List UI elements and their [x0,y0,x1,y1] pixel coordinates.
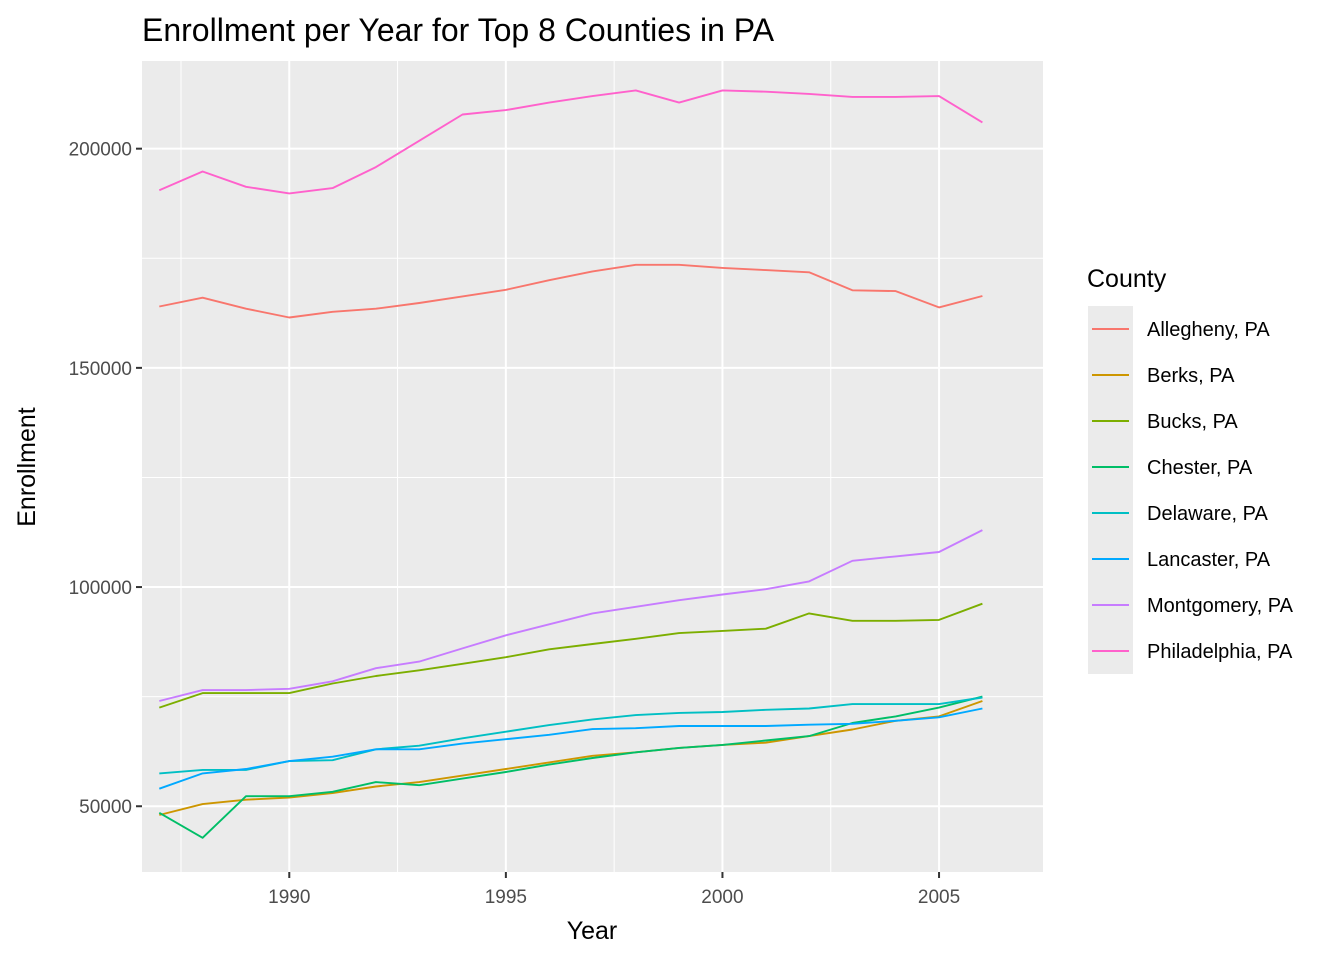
x-axis-title: Year [567,917,618,945]
legend: County Allegheny, PA Berks, PA Bucks, PA Ch… [1087,265,1294,674]
y-tick-label: 100000 [69,578,132,599]
y-tick-label: 200000 [69,140,132,161]
series-line-2 [158,602,983,709]
x-tick-label: 2005 [918,887,960,908]
series-line-5 [158,707,983,790]
legend-title: County [1087,265,1167,293]
legend-label-5: Lancaster, PA [1147,549,1271,571]
series-line-1 [159,700,983,816]
series-lines [158,89,983,839]
plot-panel [142,61,1043,872]
legend-label-0: Allegheny, PA [1147,319,1270,341]
legend-label-2: Bucks, PA [1147,411,1238,433]
legend-label-7: Philadelphia, PA [1147,641,1293,663]
y-tick-label: 50000 [79,797,132,818]
legend-label-3: Chester, PA [1147,457,1253,479]
x-axis: 1990 1995 2000 2005 [268,872,960,908]
legend-label-4: Delaware, PA [1147,503,1268,525]
series-line-6 [159,529,983,702]
legend-label-6: Montgomery, PA [1147,595,1294,617]
series-line-7 [158,89,983,195]
series-line-3 [158,695,983,839]
major-gridlines [142,61,1043,872]
x-tick-label: 1990 [268,887,310,908]
legend-items: Allegheny, PA Berks, PA Bucks, PA Chester, … [1088,306,1294,674]
series-line-0 [159,263,983,319]
legend-key-background [1088,306,1133,674]
legend-label-1: Berks, PA [1147,365,1235,387]
y-axis: 50000 100000 150000 200000 [69,140,142,818]
x-tick-label: 1995 [485,887,527,908]
y-axis-title: Enrollment [13,407,41,527]
minor-gridlines [142,61,1043,872]
x-tick-label: 2000 [701,887,743,908]
chart-title: Enrollment per Year for Top 8 Counties i… [142,12,775,48]
y-tick-label: 150000 [69,359,132,380]
